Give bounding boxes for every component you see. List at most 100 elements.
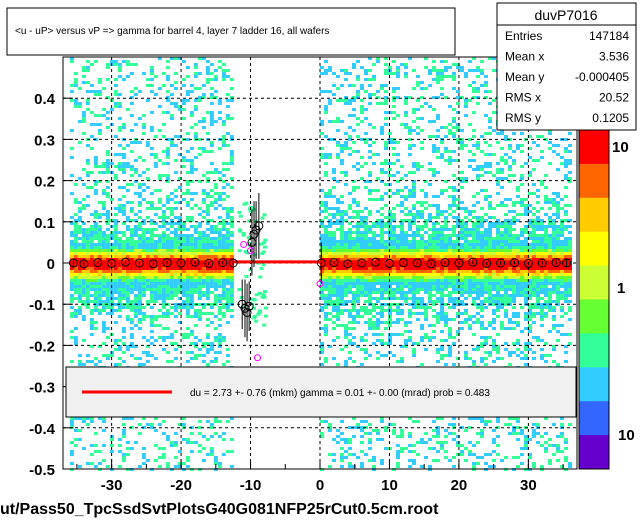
heatmap-cell	[380, 102, 384, 105]
heatmap-cell	[512, 204, 516, 207]
heatmap-cell	[73, 72, 78, 75]
heatmap-cell	[396, 276, 400, 279]
heatmap-cell	[193, 267, 198, 270]
heatmap-cell	[404, 282, 408, 285]
heatmap-cell	[388, 231, 392, 234]
heatmap-cell	[420, 327, 424, 330]
heatmap-cell	[213, 96, 218, 99]
heatmap-cell	[456, 267, 460, 270]
heatmap-cell	[352, 240, 356, 243]
heatmap-cell	[508, 165, 512, 168]
heatmap-cell	[508, 300, 512, 303]
heatmap-cell	[348, 138, 352, 141]
heatmap-cell	[448, 345, 452, 348]
heatmap-cell	[404, 96, 408, 99]
heatmap-cell	[384, 240, 388, 243]
heatmap-cell	[93, 285, 98, 288]
heatmap-cell	[468, 285, 472, 288]
heatmap-cell	[141, 246, 146, 249]
heatmap-cell	[384, 183, 388, 186]
heatmap-cell	[384, 303, 388, 306]
heatmap-cell	[340, 99, 344, 102]
heatmap-cell	[153, 270, 158, 273]
heatmap-cell	[408, 222, 412, 225]
heatmap-cell	[324, 195, 328, 198]
heatmap-cell	[396, 180, 400, 183]
heatmap-cell	[388, 285, 392, 288]
heatmap-cell	[368, 144, 372, 147]
heatmap-cell	[77, 285, 82, 288]
heatmap-cell	[372, 273, 376, 276]
heatmap-cell	[213, 300, 218, 303]
heatmap-cell	[476, 294, 480, 297]
heatmap-cell	[205, 180, 210, 183]
heatmap-cell	[129, 183, 134, 186]
heatmap-cell	[380, 231, 384, 234]
heatmap-cell	[344, 69, 348, 72]
heatmap-cell	[420, 252, 424, 255]
heatmap-cell	[113, 279, 118, 282]
heatmap-cell	[332, 186, 336, 189]
heatmap-cell	[225, 306, 230, 309]
heatmap-cell	[384, 144, 388, 147]
heatmap-cell	[384, 267, 388, 270]
heatmap-cell	[153, 162, 158, 165]
heatmap-cell	[432, 288, 436, 291]
heatmap-cell	[225, 213, 230, 216]
heatmap-cell	[344, 231, 348, 234]
heatmap-cell	[105, 267, 110, 270]
heatmap-cell	[396, 267, 400, 270]
heatmap-cell	[201, 249, 206, 252]
heatmap-cell	[392, 225, 396, 228]
heatmap-cell	[157, 447, 162, 450]
heatmap-cell	[468, 138, 472, 141]
heatmap-cell	[157, 324, 162, 327]
heatmap-cell	[412, 207, 416, 210]
heatmap-cell	[197, 288, 202, 291]
heatmap-cell	[336, 294, 340, 297]
heatmap-cell	[416, 231, 420, 234]
heatmap-cell	[133, 180, 138, 183]
heatmap-cell	[225, 354, 230, 357]
heatmap-cell	[388, 189, 392, 192]
heatmap-cell	[472, 168, 476, 171]
heatmap-cell	[464, 177, 468, 180]
heatmap-cell	[384, 102, 388, 105]
heatmap-cell	[492, 237, 496, 240]
heatmap-cell	[348, 351, 352, 354]
heatmap-cell	[217, 420, 222, 423]
heatmap-cell	[412, 267, 416, 270]
heatmap-cell	[201, 174, 206, 177]
heatmap-cell	[73, 222, 78, 225]
heatmap-cell	[448, 159, 452, 162]
heatmap-cell	[81, 66, 86, 69]
heatmap-cell	[145, 282, 150, 285]
heatmap-cell	[205, 351, 210, 354]
heatmap-cell	[165, 282, 170, 285]
heatmap-cell	[404, 174, 408, 177]
heatmap-cell	[328, 429, 332, 432]
heatmap-cell	[356, 312, 360, 315]
heatmap-cell	[396, 204, 400, 207]
heatmap-cell	[221, 252, 226, 255]
heatmap-cell	[209, 72, 214, 75]
heatmap-cell	[440, 444, 444, 447]
heatmap-cell	[105, 279, 110, 282]
heatmap-cell	[420, 258, 424, 261]
heatmap-cell	[456, 315, 460, 318]
heatmap-cell	[420, 213, 424, 216]
heatmap-cell	[324, 135, 328, 138]
heatmap-cell	[193, 336, 198, 339]
heatmap-cell	[504, 219, 508, 222]
heatmap-cell	[420, 465, 424, 468]
heatmap-cell	[229, 252, 234, 255]
heatmap-cell	[424, 264, 428, 267]
heatmap-cell	[344, 183, 348, 186]
heatmap-cell	[340, 348, 344, 351]
heatmap-cell	[77, 300, 82, 303]
heatmap-cell	[408, 288, 412, 291]
heatmap-cell	[101, 420, 106, 423]
heatmap-cell	[452, 216, 456, 219]
heatmap-cell	[508, 252, 512, 255]
heatmap-cell	[97, 213, 102, 216]
